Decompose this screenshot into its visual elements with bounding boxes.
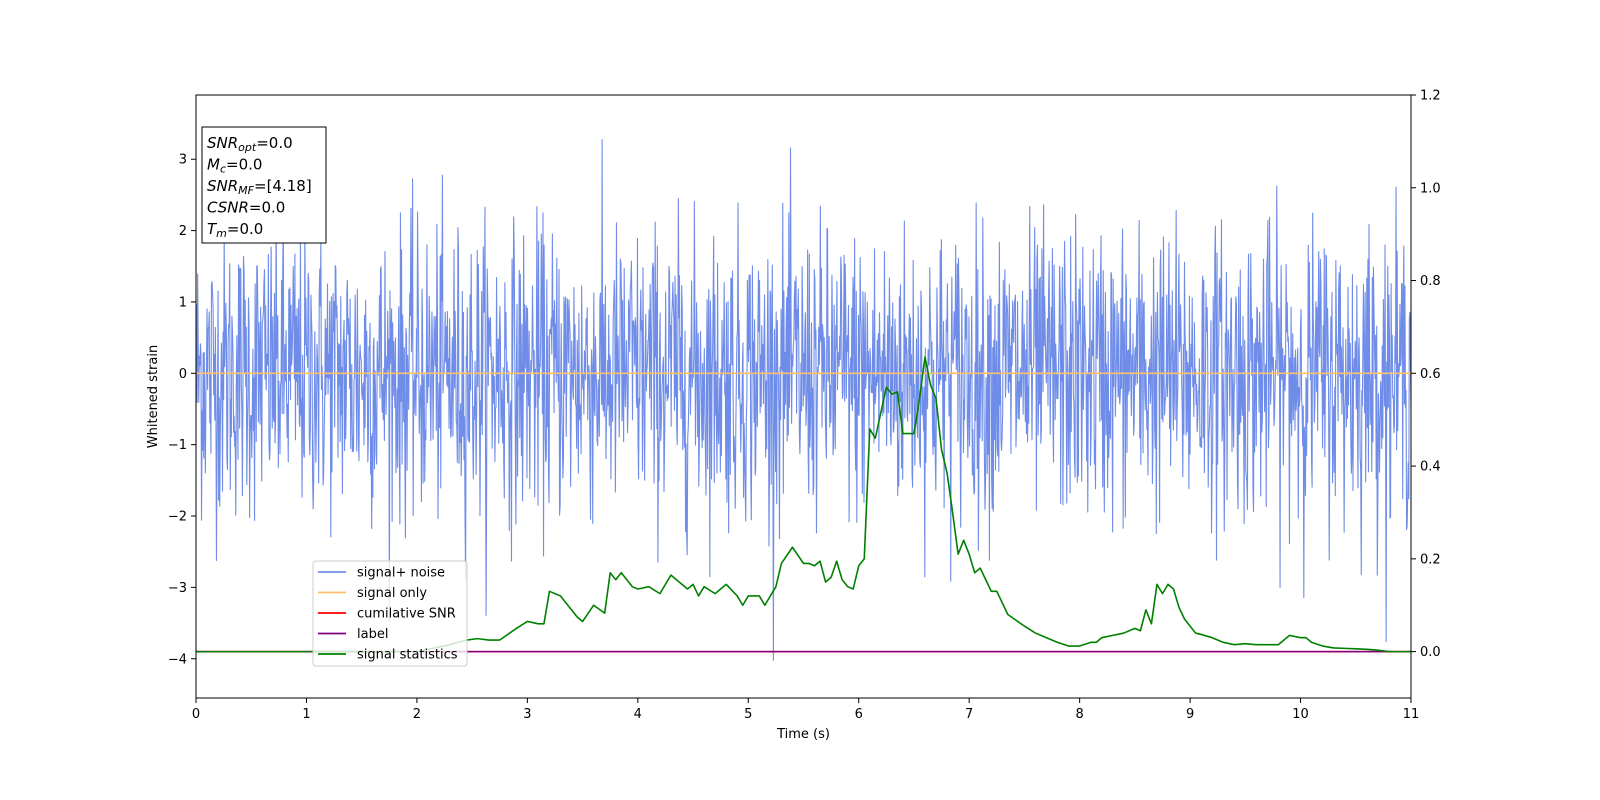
info-line: Tm=0.0 bbox=[207, 220, 263, 240]
x-tick-label: 6 bbox=[855, 707, 863, 722]
x-tick-label: 8 bbox=[1075, 707, 1083, 722]
series-line-0 bbox=[196, 139, 1411, 661]
info-line: SNRopt=0.0 bbox=[207, 134, 293, 154]
legend-entry-label: cumilative SNR bbox=[357, 607, 456, 622]
info-symbol: CSNR bbox=[207, 199, 249, 217]
y-right-tick-label: 0.0 bbox=[1420, 645, 1441, 660]
info-symbol: SNR bbox=[207, 177, 238, 195]
legend-frame bbox=[312, 560, 468, 667]
y-right-tick-label: 0.6 bbox=[1420, 367, 1441, 382]
y-axis-label: Whitened strain bbox=[146, 345, 161, 448]
legend-entry-label: signal only bbox=[357, 586, 427, 601]
y-right-tick-label: 1.0 bbox=[1420, 181, 1441, 196]
info-symbol: T bbox=[207, 220, 218, 238]
info-value: =0.0 bbox=[256, 134, 292, 152]
y-left-tick-label: −1 bbox=[168, 438, 187, 453]
info-subscript: c bbox=[220, 163, 226, 176]
info-line: Mc=0.0 bbox=[207, 156, 262, 176]
info-value: =[4.18] bbox=[254, 177, 312, 195]
info-box: SNRopt=0.0Mc=0.0SNRMF=[4.18]CSNR=0.0Tm=0… bbox=[201, 126, 327, 244]
plot-frame bbox=[195, 94, 1412, 699]
y-right-tick-label: 0.4 bbox=[1420, 460, 1441, 475]
legend-entry-label: signal statistics bbox=[357, 648, 458, 663]
info-box-frame bbox=[201, 126, 327, 244]
x-axis-label: Time (s) bbox=[776, 727, 830, 742]
x-tick-label: 2 bbox=[413, 707, 421, 722]
y-left-tick-label: 2 bbox=[179, 224, 187, 239]
info-subscript: m bbox=[216, 227, 227, 240]
x-tick-label: 3 bbox=[523, 707, 531, 722]
info-line: CSNR=0.0 bbox=[207, 199, 285, 217]
y-left-tick-label: −2 bbox=[168, 510, 187, 525]
info-line: SNRMF=[4.18] bbox=[207, 177, 312, 197]
x-tick-label: 5 bbox=[744, 707, 752, 722]
y-right-tick-label: 0.8 bbox=[1420, 274, 1441, 289]
y-right-tick-label: 1.2 bbox=[1420, 89, 1441, 104]
ticks-layer: 0 1 2 3 4 5 6 7 8 9 10 113210−1−2−3−41.21.00.80.60.… bbox=[168, 89, 1441, 723]
legend: signal+ noise signal only cumilative SNR la… bbox=[312, 560, 468, 667]
y-left-tick-label: 3 bbox=[179, 153, 187, 168]
info-symbol: SNR bbox=[207, 134, 238, 152]
info-subscript: opt bbox=[238, 141, 257, 154]
x-tick-label: 1 bbox=[302, 707, 310, 722]
x-tick-label: 4 bbox=[634, 707, 642, 722]
info-subscript: MF bbox=[238, 184, 254, 197]
x-tick-label: 0 bbox=[192, 707, 200, 722]
y-left-tick-label: −3 bbox=[168, 581, 187, 596]
info-value: =0.0 bbox=[227, 220, 263, 238]
info-value: =0.0 bbox=[226, 156, 262, 174]
x-tick-label: 10 bbox=[1292, 707, 1309, 722]
legend-entry-label: signal+ noise bbox=[357, 566, 445, 581]
y-right-tick-label: 0.2 bbox=[1420, 552, 1441, 567]
info-symbol: M bbox=[207, 156, 220, 174]
x-tick-label: 9 bbox=[1186, 707, 1194, 722]
x-tick-label: 7 bbox=[965, 707, 973, 722]
y-left-tick-label: 1 bbox=[179, 295, 187, 310]
y-left-tick-label: −4 bbox=[168, 652, 187, 667]
series-line-4 bbox=[196, 356, 1411, 653]
info-value: =0.0 bbox=[249, 199, 285, 217]
x-tick-label: 11 bbox=[1403, 707, 1420, 722]
legend-entry-label: label bbox=[357, 627, 388, 642]
y-left-tick-label: 0 bbox=[179, 367, 187, 382]
